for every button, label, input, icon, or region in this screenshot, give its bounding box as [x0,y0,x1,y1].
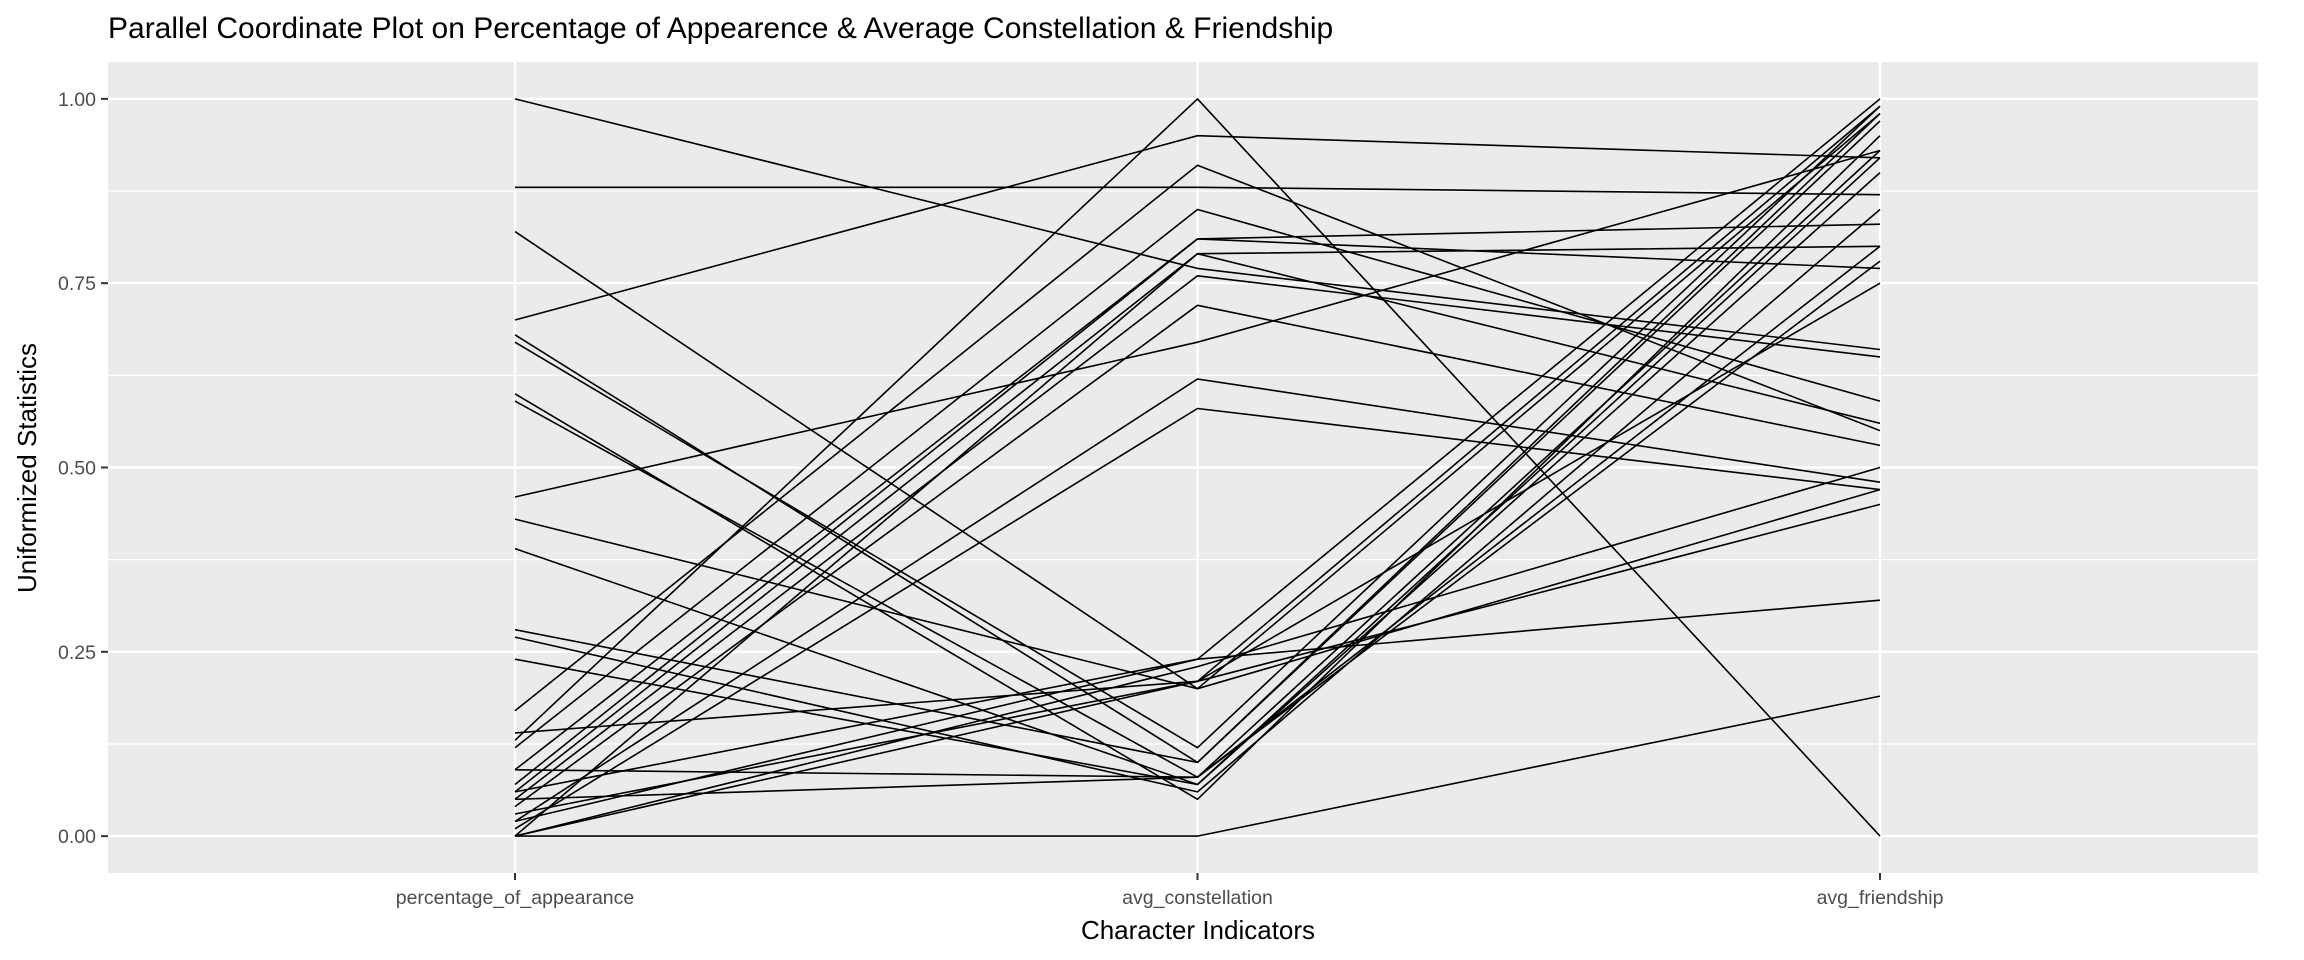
series-line [514,98,1881,351]
x-tick-label: percentage_of_appearance [396,887,635,909]
series-lines [514,98,1881,837]
y-axis: 0.00 0.25 0.50 0.75 1.00 [58,89,108,848]
series-line [514,599,1881,823]
x-axis-title: Character Indicators [1081,915,1315,945]
series-line [514,245,1881,837]
minor-gridlines [108,190,2258,745]
series-line [514,282,1881,837]
y-axis-title: Uniformized Statistics [12,343,42,593]
series-line [514,466,1881,837]
y-tick-label: 0.75 [58,273,96,295]
y-tick-label: 1.00 [58,89,96,111]
series-line [514,378,1881,823]
series-line [514,208,1881,749]
series-line [514,238,1881,786]
x-tick-label: avg_constellation [1122,887,1273,909]
series-line [514,260,1881,801]
y-tick-label: 0.50 [58,458,96,480]
x-tick-label: avg_friendship [1817,887,1944,909]
series-line [514,274,1881,800]
series-line [514,304,1881,808]
series-line [514,407,1881,830]
chart-title: Parallel Coordinate Plot on Percentage o… [108,12,1333,45]
series-line [515,695,1881,837]
series-line [514,164,1881,712]
series-line [514,112,1881,690]
x-axis: percentage_of_appearance avg_constellatio… [396,873,1944,909]
series-line [515,186,1881,196]
series-line [514,134,1881,321]
y-tick-label: 0.25 [58,642,96,664]
series-line [514,149,1881,498]
series-line [514,98,1881,837]
series-line [514,105,1881,749]
y-tick-label: 0.00 [58,826,96,848]
